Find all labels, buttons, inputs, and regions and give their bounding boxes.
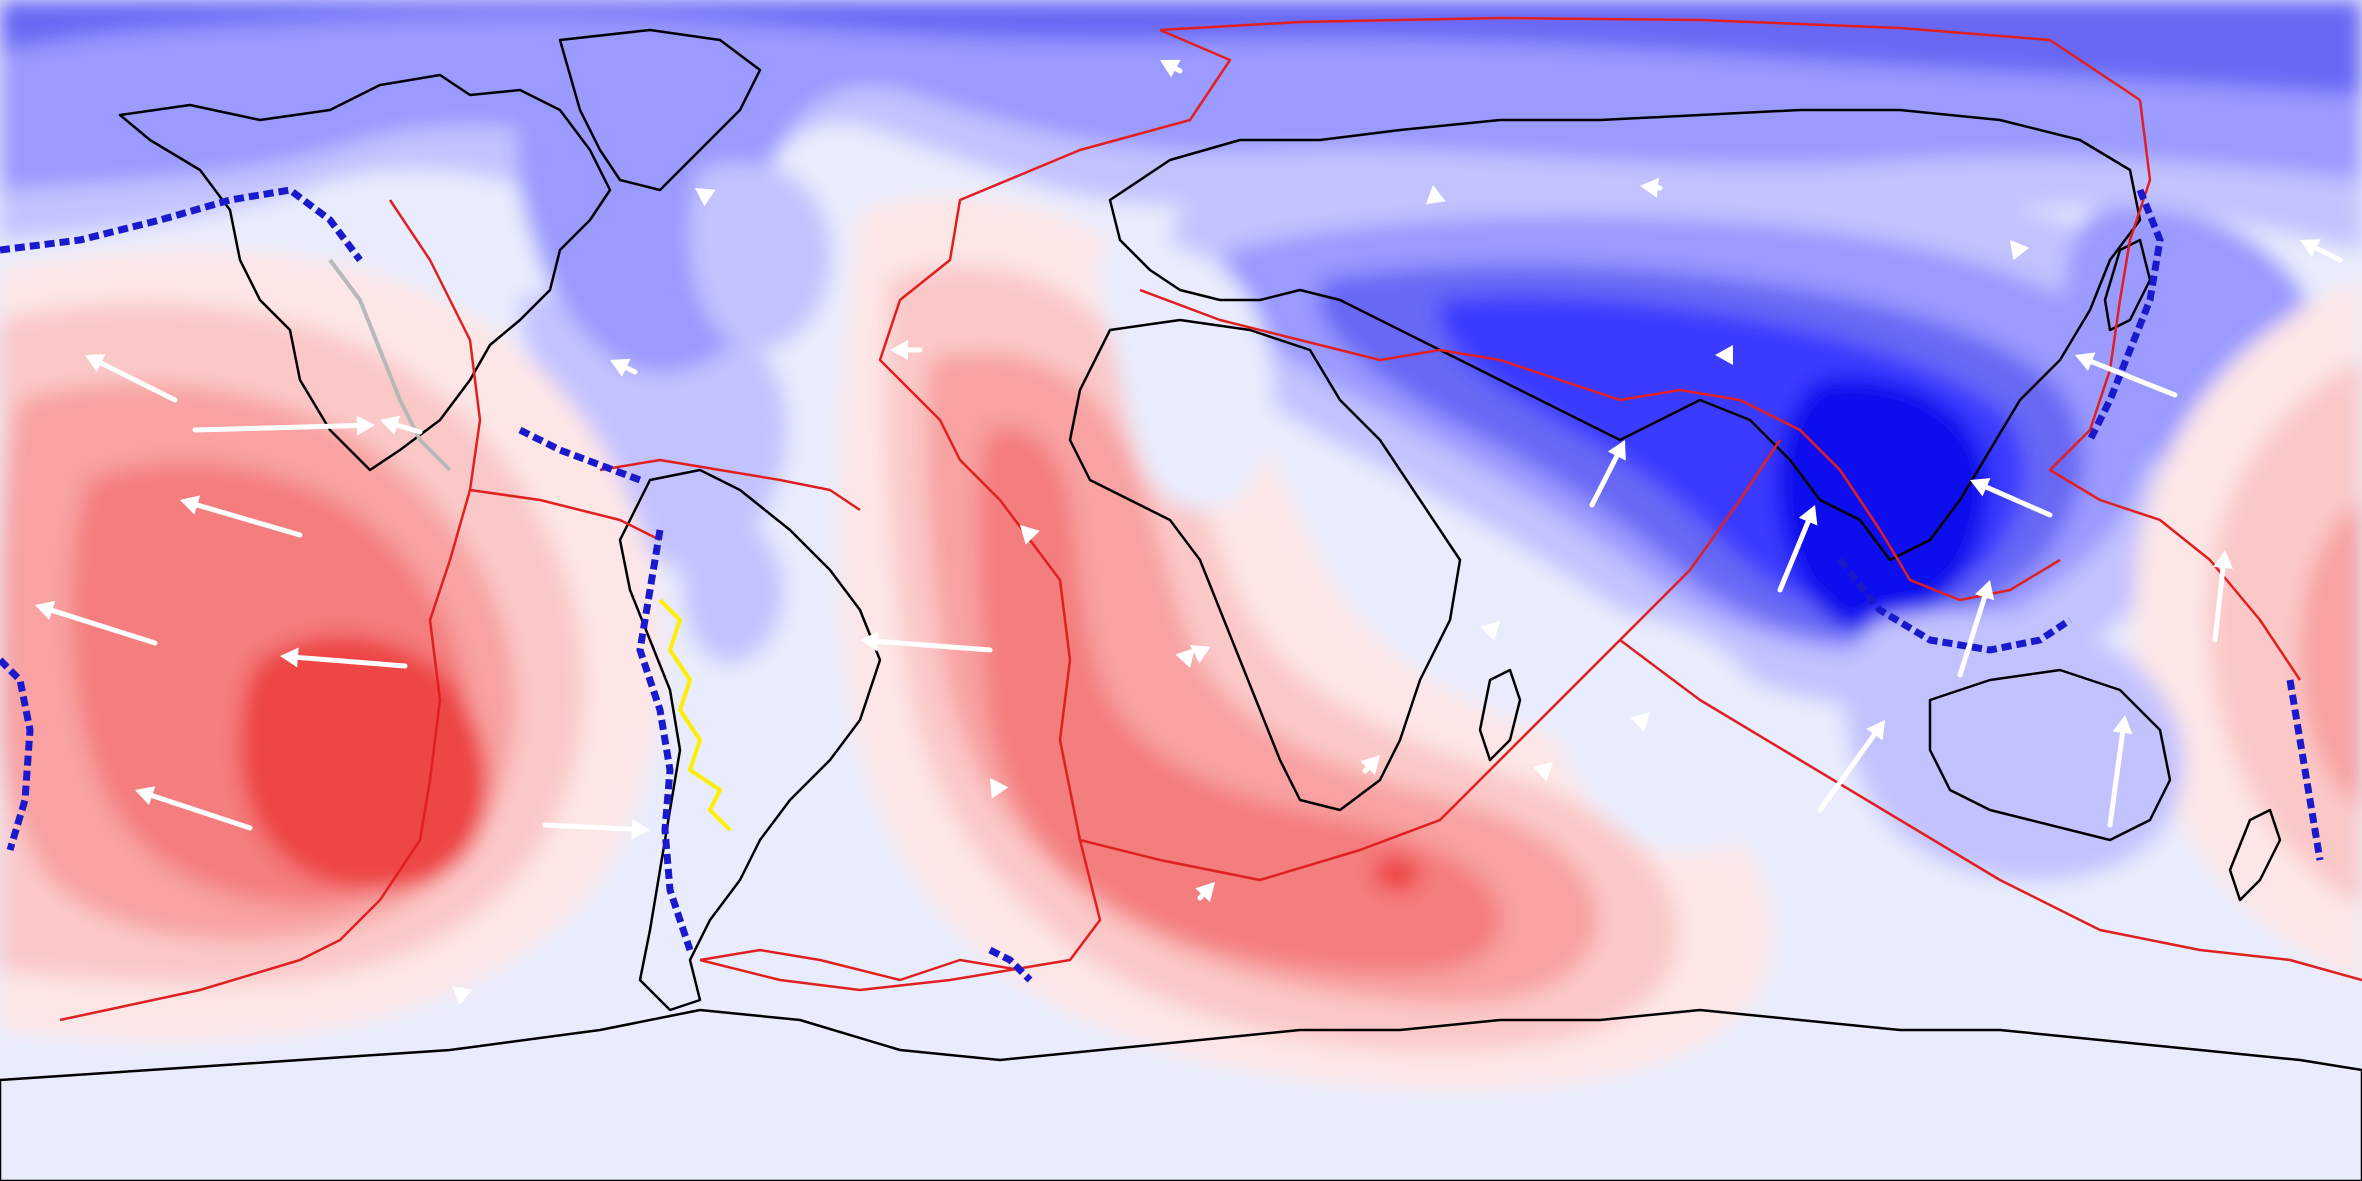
velocity-vector <box>2010 240 2030 261</box>
cordillera-belt <box>328 258 452 472</box>
velocity-vector <box>1425 185 1446 205</box>
coastline-greenland <box>558 28 762 192</box>
subduction-zone-andes <box>636 529 694 952</box>
velocity-vector <box>860 631 993 653</box>
coastline-new-zealand <box>2228 808 2282 902</box>
plate-boundary-alpine-himalayan <box>1139 288 2061 602</box>
subduction-zone-aleutian-alaska <box>0 186 363 263</box>
plate-boundary-arctic-ridge <box>1159 16 2141 102</box>
plate-boundaries <box>59 16 2362 1022</box>
plate-boundary-southeast-indian-ridge <box>1619 639 2362 982</box>
velocity-vector <box>1020 525 1040 545</box>
velocity-vector <box>380 415 423 435</box>
velocity-vector <box>35 600 158 646</box>
velocity-vector <box>1195 882 1215 902</box>
plate-boundary-mid-atlantic-ridge <box>699 28 1232 992</box>
velocity-vector <box>542 819 650 840</box>
near-zero-region-arabia <box>1097 242 1274 510</box>
deformation-belts <box>328 258 732 832</box>
velocity-vector <box>2212 550 2233 643</box>
coastline-antarctica <box>0 1008 2362 1181</box>
subduction-zone-scotia <box>988 946 1033 983</box>
velocity-vector <box>1533 762 1553 782</box>
velocity-vector <box>1630 712 1650 732</box>
positive-region-south-pacific-core <box>240 635 488 890</box>
velocity-vector <box>1480 621 1500 641</box>
velocity-vector <box>1957 580 1995 678</box>
positive-region-east-pacific-3 <box>2300 500 2362 810</box>
velocity-vector <box>85 354 178 403</box>
negative-region-caribbean <box>520 292 787 570</box>
velocity-vector <box>990 778 1009 799</box>
plate-boundary-nazca-east <box>469 488 661 542</box>
velocity-vector <box>1190 645 1211 664</box>
positive-region-south-atlantic-spot <box>1373 855 1420 892</box>
velocity-vector <box>1817 720 1885 813</box>
velocity-vector <box>2075 352 2178 398</box>
positive-region-east-pacific-2 <box>2208 360 2362 905</box>
subduction-zone-indonesia <box>1837 557 2072 654</box>
velocity-vector <box>890 340 923 360</box>
plate-boundary-scotia <box>699 948 1021 982</box>
andes-belt <box>658 598 732 832</box>
subduction-zones <box>0 186 2324 983</box>
velocity-vector <box>1715 345 1733 365</box>
subduction-zone-japan-kuril <box>2086 188 2164 442</box>
plate-boundary-southwest-indian-ridge <box>1079 439 1782 882</box>
velocity-vector <box>452 986 473 1006</box>
negative-region-australia <box>1845 610 2184 880</box>
velocity-vector <box>1160 59 1183 78</box>
velocity-vector <box>1777 505 1818 593</box>
velocity-vector <box>2107 715 2133 828</box>
coastline-madagascar <box>1478 668 1522 762</box>
coastline-africa <box>1068 318 1462 812</box>
velocity-vector <box>695 188 716 207</box>
plate-boundary-pacific-rim-west <box>2048 99 2302 681</box>
near-zero-region-indian-ocean <box>1545 613 1785 855</box>
subduction-zone-central-america <box>518 426 642 484</box>
negative-region-southeast-asia <box>1776 377 1989 633</box>
velocity-vector <box>610 358 638 377</box>
subduction-zone-west-edge <box>0 657 34 852</box>
velocity-vector <box>192 415 375 436</box>
velocity-vector <box>1970 478 2053 518</box>
velocity-vector <box>1360 755 1380 775</box>
velocity-vector <box>135 786 253 831</box>
positive-region-south-africa-core <box>978 428 1501 974</box>
plate-boundary-caribbean <box>599 458 861 512</box>
coastline-japan <box>2103 238 2152 332</box>
velocity-vector <box>1589 440 1626 508</box>
plate-boundary-east-pacific-rise <box>59 199 482 1022</box>
negative-region-amazon <box>682 517 783 662</box>
velocity-vector <box>180 495 303 538</box>
velocity-vectors <box>35 59 2343 1006</box>
coastline-north-america <box>118 73 612 472</box>
coastlines <box>0 28 2362 1181</box>
coastline-south-america <box>618 468 882 1012</box>
velocity-vector <box>1175 648 1195 668</box>
negative-region-atlantic-north <box>689 162 831 349</box>
coastline-australia <box>1928 668 2172 842</box>
subduction-zone-tonga-kermadec <box>2286 679 2324 861</box>
velocity-vector <box>280 647 408 669</box>
near-zero-region-south <box>0 950 2362 1181</box>
coastline-europe-asia <box>1108 108 2142 562</box>
velocity-vector <box>1640 177 1663 198</box>
velocity-vector <box>2300 239 2343 263</box>
